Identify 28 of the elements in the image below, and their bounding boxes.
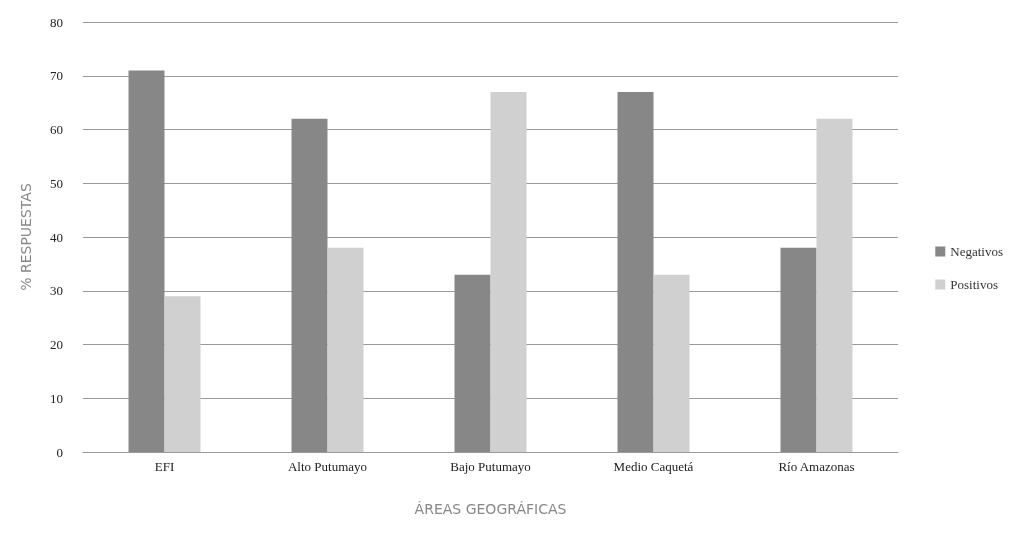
bar — [780, 247, 817, 452]
legend-label: Negativos — [950, 244, 1004, 259]
bar — [454, 274, 491, 452]
bar — [816, 118, 853, 452]
y-tick-label: 20 — [50, 337, 63, 352]
y-tick-label: 70 — [50, 68, 63, 84]
y-tick-label: 80 — [50, 14, 63, 30]
bar — [128, 70, 165, 452]
bar — [490, 91, 527, 452]
y-tick-label: 40 — [50, 229, 63, 245]
x-tick-label: Río Amazonas — [778, 459, 855, 474]
x-axis-title: ÁREAS GEOGRÁFICAS — [414, 501, 567, 517]
x-tick-label: Bajo Putumayo — [450, 459, 531, 474]
x-tick-label: EFI — [154, 459, 175, 474]
y-tick-label: 0 — [56, 444, 63, 460]
bar — [327, 247, 364, 452]
legend-label: Positivos — [950, 277, 998, 292]
bar — [653, 274, 690, 452]
y-tick-label: 50 — [50, 175, 63, 191]
y-tick-label: 10 — [50, 390, 63, 406]
x-tick-label: Medio Caquetá — [613, 459, 694, 474]
bar — [617, 91, 654, 452]
y-tick-label: 30 — [50, 283, 63, 299]
y-axis-title: % RESPUESTAS — [18, 183, 34, 291]
bar — [164, 296, 201, 452]
x-tick-label: Alto Putumayo — [287, 459, 368, 474]
bar — [291, 118, 328, 452]
y-tick-label: 60 — [50, 122, 63, 137]
